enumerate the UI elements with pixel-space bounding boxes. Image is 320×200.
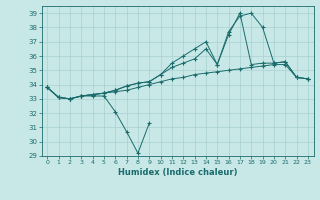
X-axis label: Humidex (Indice chaleur): Humidex (Indice chaleur)	[118, 168, 237, 177]
